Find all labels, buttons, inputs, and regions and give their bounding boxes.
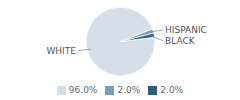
html-text:2.0%: 2.0% xyxy=(160,85,184,95)
html-text:2.0%: 2.0% xyxy=(117,85,141,95)
html-text:96.0%: 96.0% xyxy=(68,85,98,95)
svg-text:HISPANIC: HISPANIC xyxy=(165,25,207,35)
svg-text:BLACK: BLACK xyxy=(165,36,196,46)
svg-text:WHITE: WHITE xyxy=(46,46,76,56)
